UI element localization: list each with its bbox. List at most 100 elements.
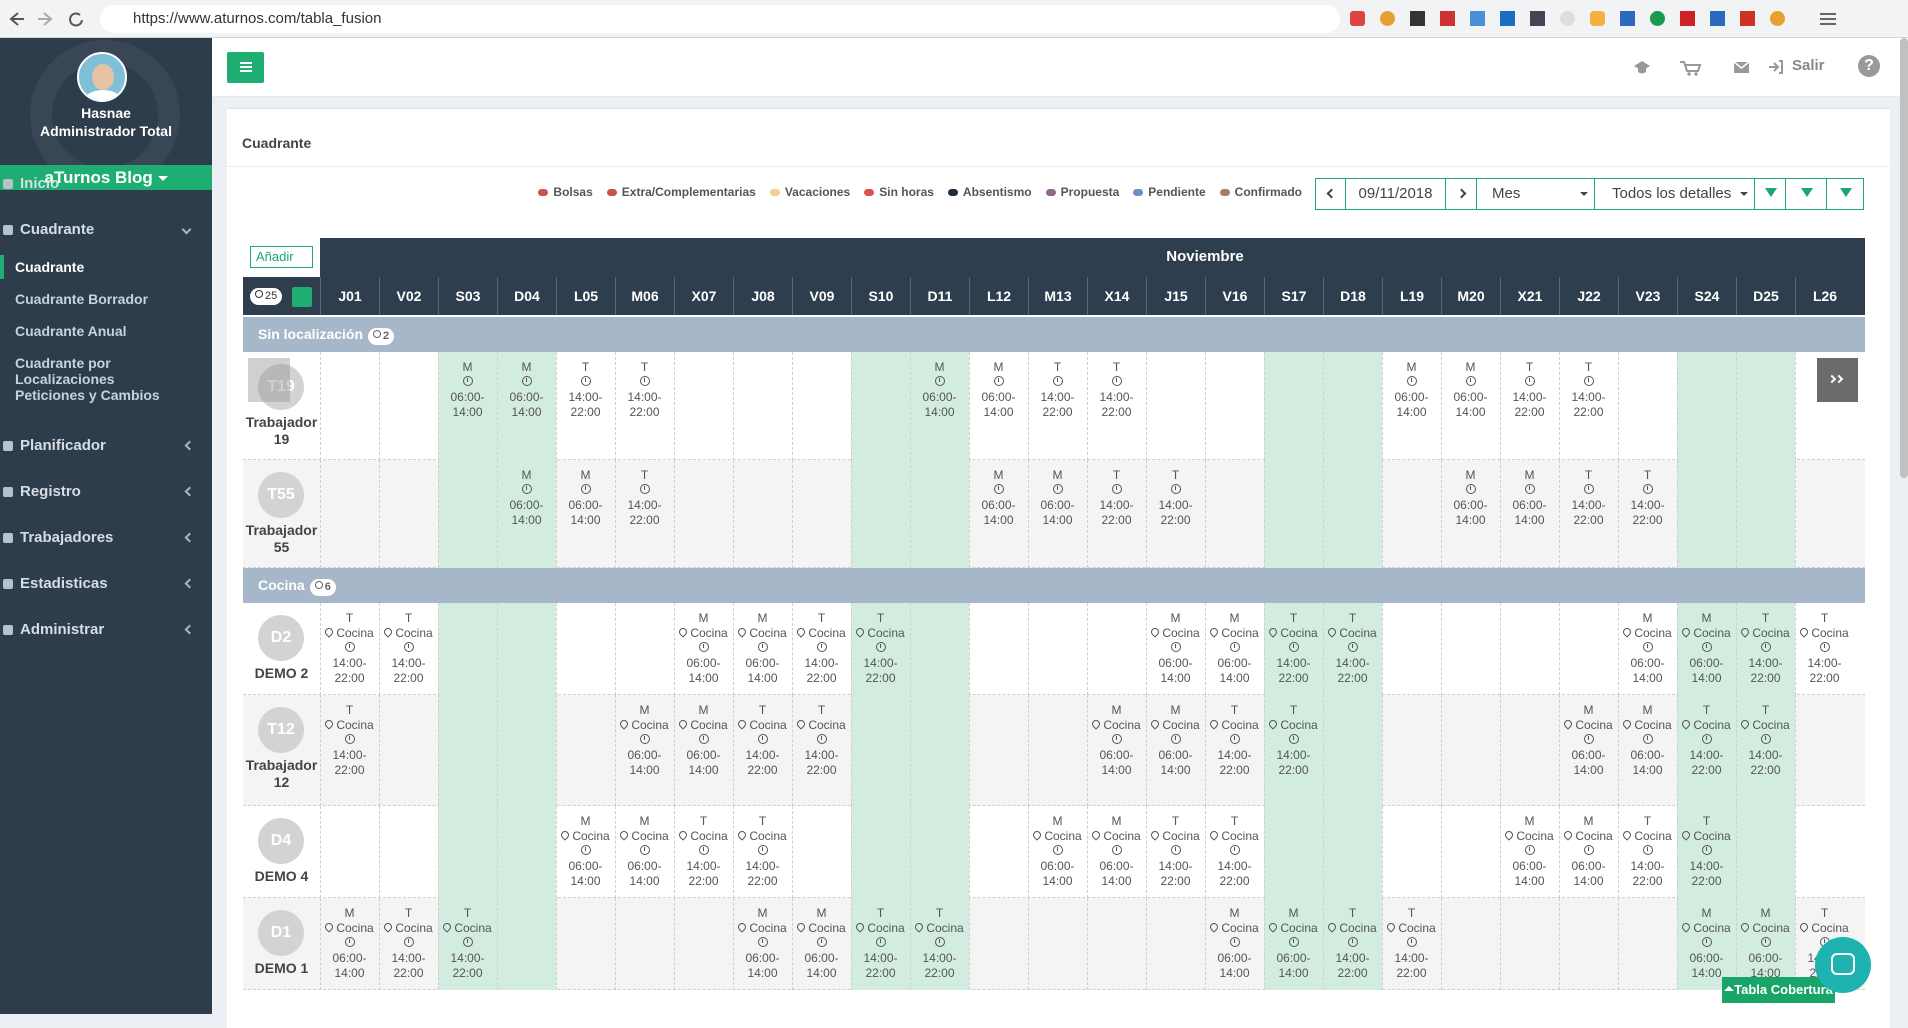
menu-item[interactable]: Inicio bbox=[20, 175, 60, 192]
shift[interactable]: T 14:00-22:00 bbox=[1087, 360, 1146, 420]
filter-button[interactable] bbox=[1754, 178, 1786, 210]
scroll-right[interactable] bbox=[1817, 358, 1858, 402]
chat-button[interactable] bbox=[1815, 937, 1871, 993]
shift[interactable]: M 06:00-14:00 bbox=[497, 360, 556, 420]
shift[interactable]: T 14:00-22:00 bbox=[1618, 468, 1677, 528]
shift[interactable]: T 14:00-22:00 bbox=[1087, 468, 1146, 528]
shift[interactable]: M Cocina 06:00-14:00 bbox=[1146, 611, 1205, 686]
shift[interactable]: M Cocina 06:00-14:00 bbox=[1677, 906, 1736, 981]
shift[interactable]: M Cocina 06:00-14:00 bbox=[733, 611, 792, 686]
shift[interactable]: M Cocina 06:00-14:00 bbox=[320, 906, 379, 981]
shift[interactable]: T 14:00-22:00 bbox=[1559, 360, 1618, 420]
shift[interactable]: M Cocina 06:00-14:00 bbox=[1087, 703, 1146, 778]
shift[interactable]: M 06:00-14:00 bbox=[438, 360, 497, 420]
shift[interactable]: M Cocina 06:00-14:00 bbox=[615, 814, 674, 889]
settings-button[interactable] bbox=[292, 287, 312, 307]
prev-button[interactable] bbox=[1315, 178, 1346, 210]
shift[interactable]: M Cocina 06:00-14:00 bbox=[733, 906, 792, 981]
submenu-item[interactable]: Cuadrante por Localizaciones bbox=[15, 355, 115, 387]
menu-item[interactable]: Registro bbox=[20, 483, 81, 500]
shift[interactable]: T 14:00-22:00 bbox=[1559, 468, 1618, 528]
shift[interactable]: M Cocina 06:00-14:00 bbox=[1559, 814, 1618, 889]
shift[interactable]: M Cocina 06:00-14:00 bbox=[674, 611, 733, 686]
top-icons[interactable] bbox=[1632, 57, 1752, 79]
shift[interactable]: M 06:00-14:00 bbox=[1441, 360, 1500, 420]
shift[interactable]: M Cocina 06:00-14:00 bbox=[615, 703, 674, 778]
url-field[interactable]: https://www.aturnos.com/tabla_fusion bbox=[100, 5, 1340, 33]
shift[interactable]: M Cocina 06:00-14:00 bbox=[1205, 906, 1264, 981]
shift[interactable]: M 06:00-14:00 bbox=[497, 468, 556, 528]
help-button[interactable]: ? bbox=[1858, 55, 1880, 77]
view-select[interactable]: Mes bbox=[1476, 178, 1595, 210]
shift[interactable]: T 14:00-22:00 bbox=[615, 468, 674, 528]
menu-toggle[interactable] bbox=[227, 52, 264, 83]
shift[interactable]: M 06:00-14:00 bbox=[1382, 360, 1441, 420]
menu-item[interactable]: Estadisticas bbox=[20, 575, 108, 592]
download-button[interactable] bbox=[1785, 178, 1827, 210]
shift[interactable]: T 14:00-22:00 bbox=[1146, 468, 1205, 528]
menu-item[interactable]: Trabajadores bbox=[20, 529, 114, 546]
shift[interactable]: M Cocina 06:00-14:00 bbox=[1677, 611, 1736, 686]
menu-item[interactable]: Administrar bbox=[20, 621, 105, 638]
shift[interactable]: T 14:00-22:00 bbox=[1500, 360, 1559, 420]
shift[interactable]: M 06:00-14:00 bbox=[969, 360, 1028, 420]
shift[interactable]: M 06:00-14:00 bbox=[910, 360, 969, 420]
add-button[interactable]: Añadir bbox=[250, 246, 313, 268]
submenu-item[interactable]: Cuadrante Borrador bbox=[15, 291, 149, 307]
shift[interactable]: M Cocina 06:00-14:00 bbox=[1264, 906, 1323, 981]
shift[interactable]: M Cocina 06:00-14:00 bbox=[1618, 611, 1677, 686]
shift[interactable]: M 06:00-14:00 bbox=[1500, 468, 1559, 528]
shift[interactable]: M Cocina 06:00-14:00 bbox=[792, 906, 851, 981]
submenu-item[interactable]: Cuadrante Anual bbox=[15, 323, 127, 339]
shift[interactable]: M Cocina 06:00-14:00 bbox=[1087, 814, 1146, 889]
shift[interactable]: M 06:00-14:00 bbox=[1441, 468, 1500, 528]
nav-buttons[interactable] bbox=[6, 9, 86, 29]
shift[interactable]: T 14:00-22:00 bbox=[1028, 360, 1087, 420]
shift[interactable]: T 14:00-22:00 bbox=[556, 360, 615, 420]
tools-button[interactable] bbox=[1826, 178, 1864, 210]
detail-select[interactable]: Todos los detalles bbox=[1594, 178, 1755, 210]
shift[interactable]: M Cocina 06:00-14:00 bbox=[1028, 814, 1087, 889]
shift[interactable]: M Cocina 06:00-14:00 bbox=[674, 703, 733, 778]
shift[interactable]: M Cocina 06:00-14:00 bbox=[1500, 814, 1559, 889]
shift[interactable]: M 06:00-14:00 bbox=[1028, 468, 1087, 528]
menu-item[interactable]: Cuadrante bbox=[20, 221, 95, 238]
menu-item[interactable]: Planificador bbox=[20, 437, 106, 454]
shift[interactable]: M Cocina 06:00-14:00 bbox=[1736, 906, 1795, 981]
shift[interactable]: M Cocina 06:00-14:00 bbox=[556, 814, 615, 889]
submenu-item[interactable]: Peticiones y Cambios bbox=[15, 387, 160, 403]
blog-button[interactable]: aTurnos Blog bbox=[0, 165, 212, 190]
coverage-button[interactable]: Tabla Cobertura bbox=[1722, 977, 1835, 1003]
submenu-item[interactable]: Cuadrante bbox=[15, 259, 85, 275]
shift[interactable]: M Cocina 06:00-14:00 bbox=[1146, 703, 1205, 778]
shift[interactable]: M Cocina 06:00-14:00 bbox=[1618, 703, 1677, 778]
shift[interactable]: M Cocina 06:00-14:00 bbox=[1559, 703, 1618, 778]
shift[interactable]: T 14:00-22:00 bbox=[615, 360, 674, 420]
shift[interactable]: M 06:00-14:00 bbox=[556, 468, 615, 528]
date-field[interactable]: 09/11/2018 bbox=[1345, 178, 1446, 210]
